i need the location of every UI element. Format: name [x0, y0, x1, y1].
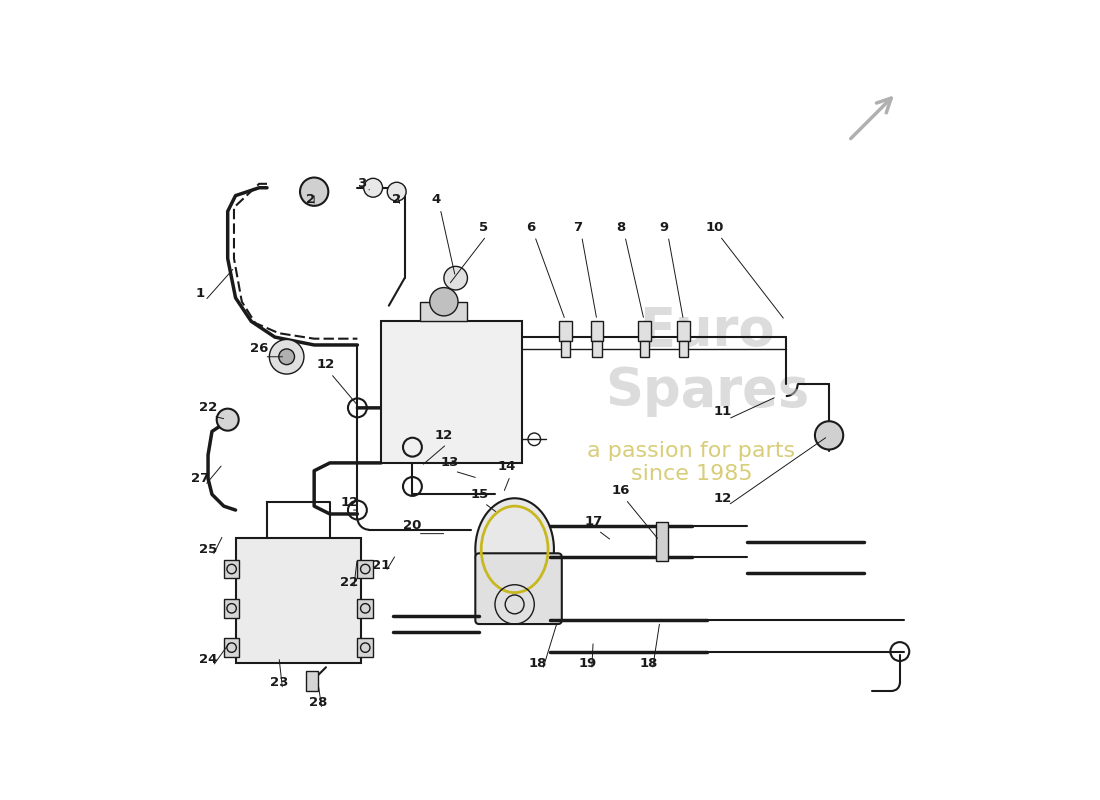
Text: 12: 12 — [714, 492, 733, 505]
Text: 13: 13 — [440, 456, 459, 470]
Circle shape — [364, 178, 383, 197]
FancyBboxPatch shape — [223, 559, 240, 578]
Text: 24: 24 — [199, 653, 217, 666]
FancyBboxPatch shape — [381, 322, 522, 463]
Text: 8: 8 — [616, 221, 626, 234]
Text: 22: 22 — [340, 576, 359, 589]
Circle shape — [444, 266, 468, 290]
Circle shape — [270, 339, 304, 374]
FancyBboxPatch shape — [679, 341, 689, 357]
FancyBboxPatch shape — [678, 322, 690, 341]
Text: 20: 20 — [404, 519, 421, 532]
FancyBboxPatch shape — [223, 638, 240, 657]
Text: a passion for parts
since 1985: a passion for parts since 1985 — [587, 442, 795, 485]
Ellipse shape — [475, 498, 554, 601]
FancyBboxPatch shape — [591, 322, 604, 341]
Text: 9: 9 — [659, 221, 669, 234]
FancyBboxPatch shape — [358, 638, 373, 657]
FancyBboxPatch shape — [561, 341, 571, 357]
Text: 22: 22 — [199, 402, 217, 414]
Text: 26: 26 — [250, 342, 268, 355]
FancyBboxPatch shape — [358, 599, 373, 618]
Text: 18: 18 — [529, 657, 548, 670]
FancyBboxPatch shape — [639, 341, 649, 357]
Text: 25: 25 — [199, 543, 217, 556]
FancyBboxPatch shape — [358, 559, 373, 578]
Text: 2: 2 — [392, 193, 402, 206]
Text: 10: 10 — [706, 221, 724, 234]
Text: 3: 3 — [356, 178, 366, 190]
Text: 5: 5 — [478, 221, 487, 234]
FancyBboxPatch shape — [638, 322, 650, 341]
Text: 12: 12 — [340, 496, 359, 509]
Text: 6: 6 — [526, 221, 535, 234]
Text: 23: 23 — [270, 677, 288, 690]
Text: 21: 21 — [372, 558, 390, 571]
Circle shape — [430, 287, 458, 316]
FancyBboxPatch shape — [475, 554, 562, 624]
Text: 12: 12 — [317, 358, 336, 371]
Circle shape — [815, 422, 844, 450]
FancyBboxPatch shape — [235, 538, 361, 663]
Text: 27: 27 — [191, 472, 209, 485]
Circle shape — [387, 182, 406, 201]
Text: 12: 12 — [434, 429, 453, 442]
Text: 15: 15 — [470, 488, 488, 501]
Text: 16: 16 — [612, 484, 630, 497]
FancyBboxPatch shape — [420, 302, 468, 322]
Text: 2: 2 — [306, 193, 315, 206]
Circle shape — [278, 349, 295, 365]
Text: 17: 17 — [584, 515, 603, 528]
Text: 1: 1 — [196, 287, 205, 300]
FancyBboxPatch shape — [306, 671, 318, 691]
Text: 11: 11 — [714, 406, 733, 418]
Circle shape — [300, 178, 328, 206]
Text: Euro
Spares: Euro Spares — [605, 305, 810, 417]
Text: 7: 7 — [573, 221, 582, 234]
FancyBboxPatch shape — [593, 341, 602, 357]
Text: 18: 18 — [639, 657, 658, 670]
Text: 4: 4 — [431, 193, 441, 206]
Circle shape — [217, 409, 239, 430]
Text: 14: 14 — [497, 460, 516, 474]
Text: 19: 19 — [579, 657, 597, 670]
Text: 28: 28 — [309, 696, 328, 709]
FancyBboxPatch shape — [656, 522, 668, 561]
FancyBboxPatch shape — [560, 322, 572, 341]
FancyBboxPatch shape — [223, 599, 240, 618]
